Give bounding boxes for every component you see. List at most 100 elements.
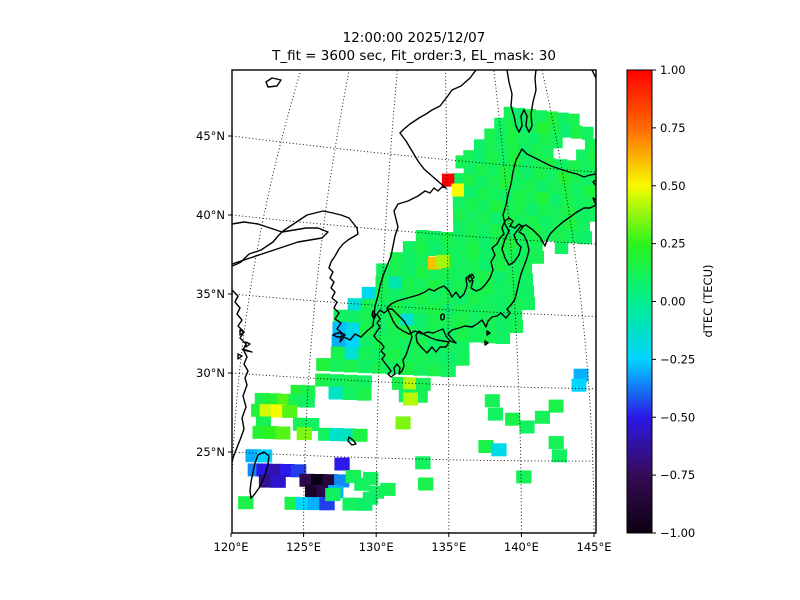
coastline-path [347, 436, 357, 446]
dtec-cell [400, 301, 416, 315]
dtec-cell [536, 192, 550, 206]
dtec-cell [414, 314, 429, 328]
dtec-cell [464, 186, 478, 200]
dtec-cell [493, 283, 508, 297]
dtec-cell [362, 491, 379, 505]
dtec-cell [453, 233, 467, 246]
y-tick-label: 35°N [196, 287, 225, 301]
colorbar-ticks: 1.00 0.75 0.50 0.25 0.00 −0.25 −0.50 −0.75 −1.00 [652, 63, 695, 540]
dtec-cell [334, 457, 350, 471]
dtec-cell [493, 271, 507, 285]
dtec-cell [296, 427, 312, 441]
colorbar: 1.00 0.75 0.50 0.25 0.00 −0.25 −0.50 −0.75 −1.00… [626, 63, 715, 540]
dtec-cell [357, 360, 373, 374]
dtec-cell [415, 377, 431, 391]
dtec-cell [516, 470, 532, 484]
dtec-cell [296, 497, 312, 510]
meridian-line [541, 70, 595, 533]
coastline-path [591, 70, 596, 80]
dtec-cell [519, 420, 535, 434]
dtec-cell [359, 323, 374, 337]
dtec-cell [587, 208, 596, 222]
dtec-cell [361, 286, 376, 300]
dtec-cell [573, 368, 589, 382]
dtec-cell [392, 376, 407, 390]
dtec-cell [530, 250, 544, 264]
dtec-cell [441, 364, 456, 377]
dtec-cell [507, 142, 520, 156]
coastline-path [501, 148, 596, 266]
colorbar-tick-label: −0.25 [660, 352, 695, 366]
dtec-cell [468, 329, 483, 343]
dtec-cell [401, 277, 416, 291]
dtec-cell [441, 352, 456, 365]
dtec-cell [328, 386, 344, 400]
dtec-cell [413, 338, 429, 352]
dtec-cell [415, 456, 431, 470]
dtec-cell [427, 351, 442, 365]
coastline-path [467, 273, 475, 283]
dtec-cell [427, 327, 442, 341]
x-tick-label: 125°E [286, 540, 321, 554]
dtec-cell [537, 122, 550, 136]
dtec-cell [498, 165, 511, 179]
dtec-cell [467, 293, 482, 307]
dtec-cell [524, 191, 538, 205]
coastline-path [249, 451, 270, 499]
dtec-cell [329, 428, 345, 442]
dtec-cell [363, 471, 379, 485]
colorbar-tick-label: −0.75 [660, 468, 695, 482]
dtec-cell [512, 190, 526, 204]
dtec-cell [584, 138, 596, 152]
dtec-cell [468, 317, 483, 331]
dtec-cell [386, 325, 401, 338]
dtec-cell [525, 203, 539, 217]
dtec-cell [466, 245, 480, 259]
coastline-path [232, 289, 253, 463]
meridian-line [303, 70, 350, 533]
dtec-cell [299, 473, 315, 487]
x-tick-label: 130°E [359, 540, 394, 554]
dtec-cell [508, 154, 521, 168]
dtec-cell [414, 278, 429, 292]
dtec-cell [560, 194, 574, 208]
dtec-cell [418, 477, 434, 491]
dtec-cell [494, 295, 509, 309]
dtec-cell [520, 297, 535, 311]
dtec-cell [465, 222, 479, 235]
dtec-cell [523, 179, 536, 193]
dtec-cell [325, 488, 341, 502]
dtec-cell [504, 248, 519, 262]
dtec-cell [358, 335, 374, 349]
dtec-cell [484, 394, 500, 408]
dtec-cell [533, 168, 546, 182]
dtec-cell [257, 449, 273, 463]
dtec-cell [316, 358, 331, 372]
dtec-cell [466, 257, 481, 271]
dtec-cell [330, 346, 346, 360]
dtec-cell [360, 311, 375, 325]
dtec-cell [288, 394, 304, 408]
dtec-cell [479, 246, 493, 260]
dtec-cell [497, 153, 510, 167]
dtec-cell [479, 258, 494, 272]
dtec-cell [305, 484, 321, 498]
coastline-path [486, 330, 491, 336]
dtec-cell [487, 407, 503, 421]
dtec-cell [441, 173, 455, 187]
dtec-cell [507, 296, 522, 310]
dtec-cell [427, 303, 442, 317]
dtec-cell [499, 177, 512, 191]
dtec-cell [380, 482, 396, 496]
dtec-cell [576, 219, 590, 233]
dtec-cell [528, 133, 541, 147]
dtec-cell [564, 218, 578, 232]
dtec-cell [539, 134, 552, 148]
dtec-cell [489, 212, 503, 226]
dtec-cell [492, 259, 507, 273]
dtec-cell [474, 139, 486, 153]
dtec-cell [270, 474, 286, 488]
dtec-cell [506, 130, 518, 144]
coastline-path [506, 70, 537, 133]
dtec-cell [496, 141, 509, 155]
